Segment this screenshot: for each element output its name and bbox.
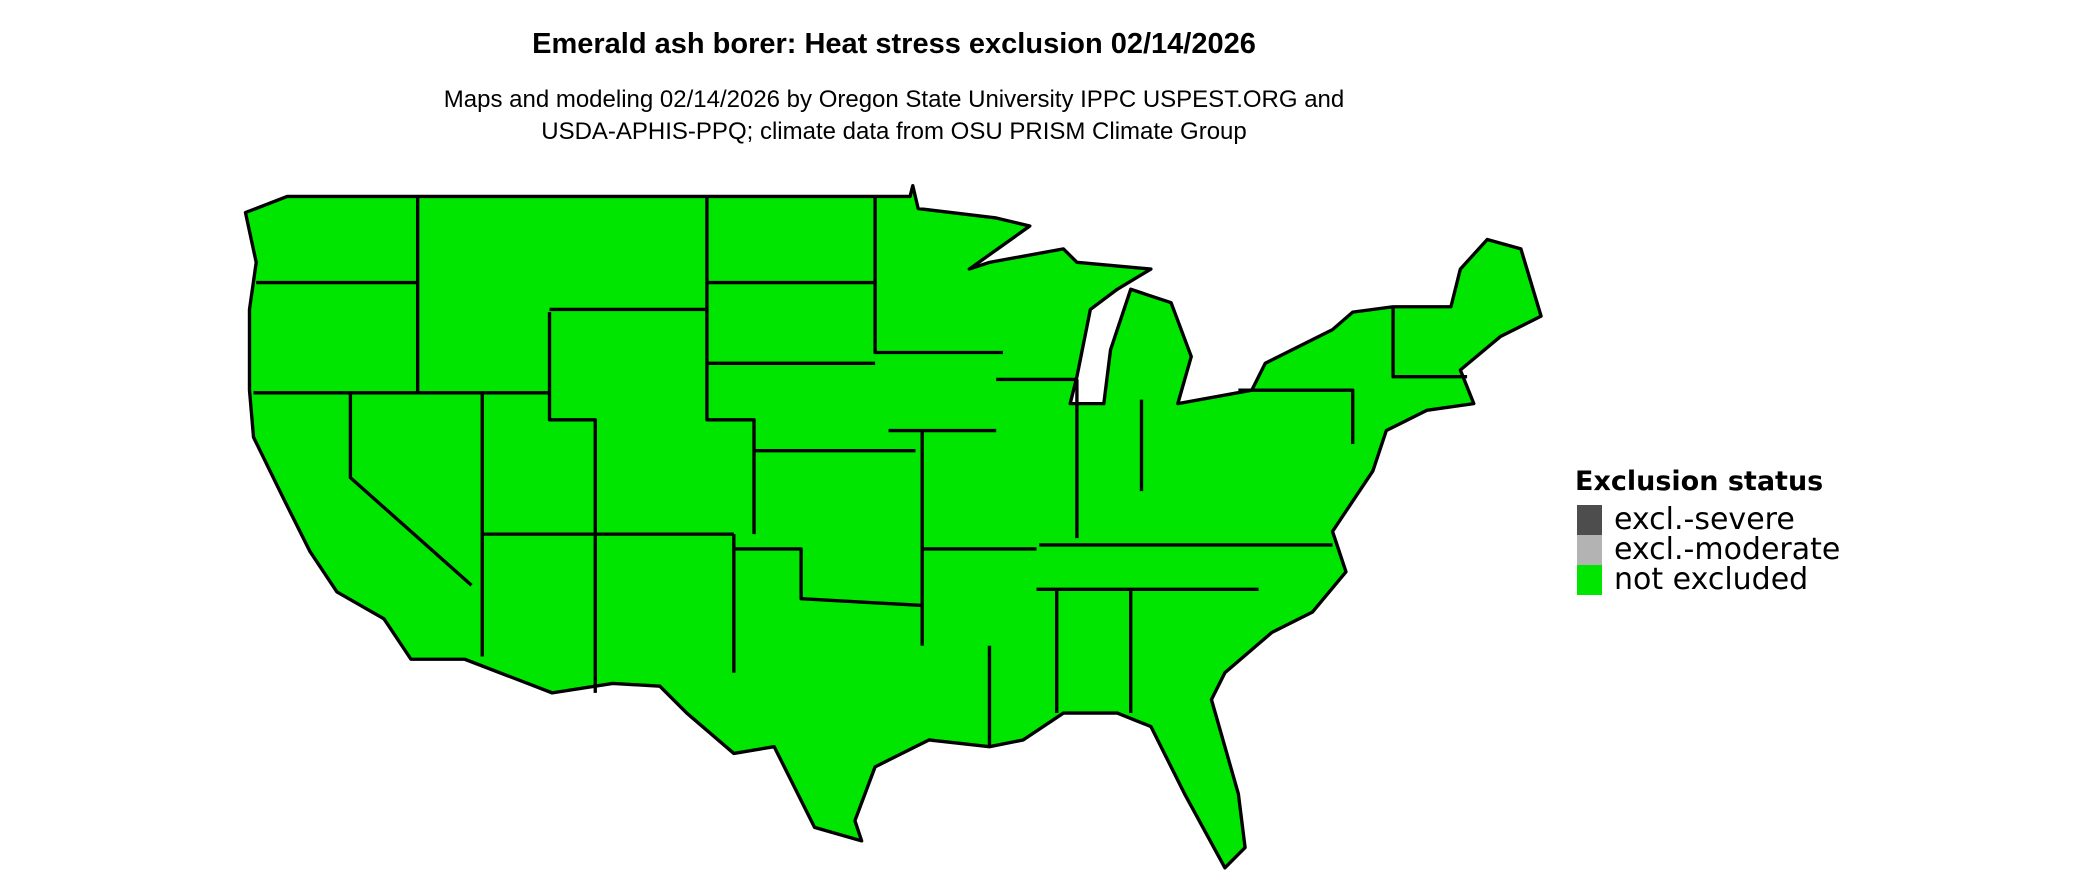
state-borders <box>253 196 1468 747</box>
legend-swatch-not-excluded <box>1577 565 1602 595</box>
legend-title: Exclusion status <box>1575 466 1824 497</box>
legend-item-not-excluded: not excluded <box>1577 565 1840 595</box>
legend-label: excl.-moderate <box>1614 532 1841 567</box>
map-subtitle-line-2: USDA-APHIS-PPQ; climate data from OSU PR… <box>541 118 1247 145</box>
legend: Exclusion status excl.-severe excl.-mode… <box>1575 466 1840 595</box>
legend-label: excl.-severe <box>1614 502 1795 537</box>
legend-item-severe: excl.-severe <box>1577 505 1840 535</box>
legend-item-moderate: excl.-moderate <box>1577 535 1840 565</box>
map-subtitle-line-1: Maps and modeling 02/14/2026 by Oregon S… <box>443 86 1345 113</box>
legend-label: not excluded <box>1614 562 1809 597</box>
legend-swatch-severe <box>1577 505 1602 535</box>
us-outline-region <box>243 183 1543 870</box>
map-title: Emerald ash borer: Heat stress exclusion… <box>532 28 1256 60</box>
legend-swatch-moderate <box>1577 535 1602 565</box>
